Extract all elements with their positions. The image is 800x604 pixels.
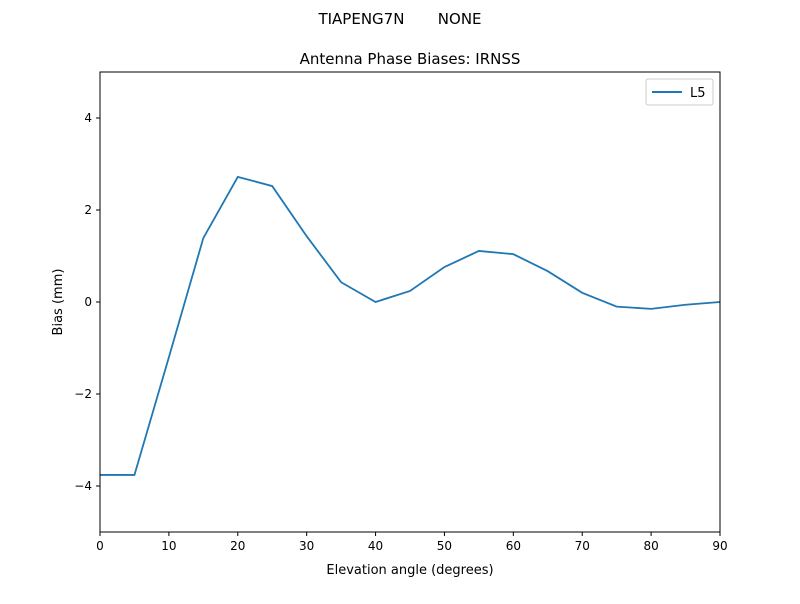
y-tick-label: −2 [74,387,92,401]
x-tick-label: 80 [643,539,658,553]
x-tick-label: 10 [161,539,176,553]
chart-suptitle: TIAPENG7N NONE [317,10,481,28]
series-line-l5 [100,175,721,476]
x-tick-label: 0 [96,539,104,553]
chart-title: Antenna Phase Biases: IRNSS [300,50,521,68]
x-tick-label: 20 [230,539,245,553]
x-axis-label: Elevation angle (degrees) [326,563,493,578]
y-tick-label: 0 [84,295,92,309]
x-tick-label: 60 [506,539,521,553]
plot-frame [99,71,721,533]
y-tick-label: −4 [74,479,92,493]
legend: L5 [645,78,714,106]
y-tick-label: 2 [84,203,92,217]
x-tick-label: 30 [299,539,314,553]
legend-label-l5: L5 [690,86,706,101]
x-tick-label: 70 [575,539,590,553]
y-axis-label: Bias (mm) [51,269,66,336]
x-tick-label: 40 [368,539,383,553]
x-tick-label: 50 [437,539,452,553]
y-tick-label: 4 [84,111,92,125]
x-tick-label: 90 [712,539,727,553]
